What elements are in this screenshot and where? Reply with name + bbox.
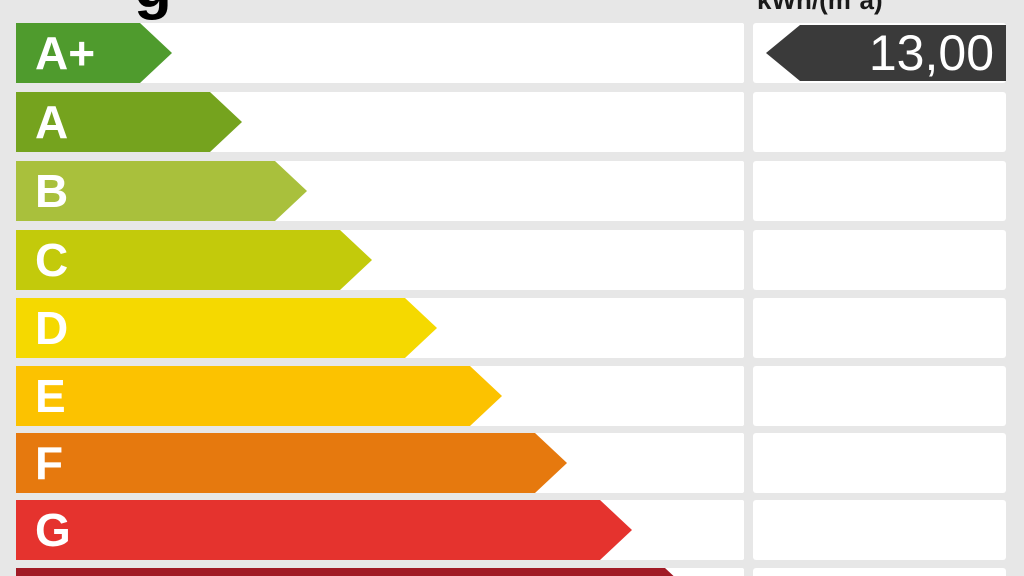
- value-cell: [753, 500, 1006, 560]
- band-arrow-a-plus: A+: [16, 23, 172, 83]
- band-label: B: [35, 165, 69, 217]
- band-row-a-plus: A+ 13,00: [0, 23, 1024, 83]
- band-row-bottom-clipped: [0, 568, 1024, 576]
- band-arrow-f: F: [16, 433, 567, 493]
- value-cell: [753, 568, 1006, 576]
- band-row-e: E: [0, 366, 1024, 426]
- band-row-b: B: [0, 161, 1024, 221]
- value-indicator-arrow-icon: 13,00: [766, 25, 1006, 81]
- band-row-c: C: [0, 230, 1024, 290]
- band-row-f: F: [0, 433, 1024, 493]
- value-cell: [753, 433, 1006, 493]
- band-arrow-e: E: [16, 366, 502, 426]
- band-label: C: [35, 234, 69, 286]
- unit-label: kWh/(m²a): [757, 0, 883, 15]
- band-label: D: [35, 302, 69, 354]
- value-cell: [753, 92, 1006, 152]
- band-label: A+: [35, 27, 96, 79]
- band-arrow-a: A: [16, 92, 242, 152]
- band-row-g: G: [0, 500, 1024, 560]
- value-cell: [753, 230, 1006, 290]
- value-cell: [753, 298, 1006, 358]
- band-label: A: [35, 96, 69, 148]
- band-label: E: [35, 370, 66, 422]
- band-arrow-bottom-clipped: [16, 568, 697, 576]
- band-label: F: [35, 437, 64, 489]
- value-cell: [753, 366, 1006, 426]
- band-row-a: A: [0, 92, 1024, 152]
- value-cell: [753, 161, 1006, 221]
- clipped-title-text: g: [134, 0, 172, 22]
- band-arrow-b: B: [16, 161, 307, 221]
- indicator-value: 13,00: [868, 25, 994, 81]
- band-label: G: [35, 504, 71, 556]
- band-arrow-g: G: [16, 500, 632, 560]
- band-arrow-d: D: [16, 298, 437, 358]
- band-arrow-c: C: [16, 230, 372, 290]
- band-row-d: D: [0, 298, 1024, 358]
